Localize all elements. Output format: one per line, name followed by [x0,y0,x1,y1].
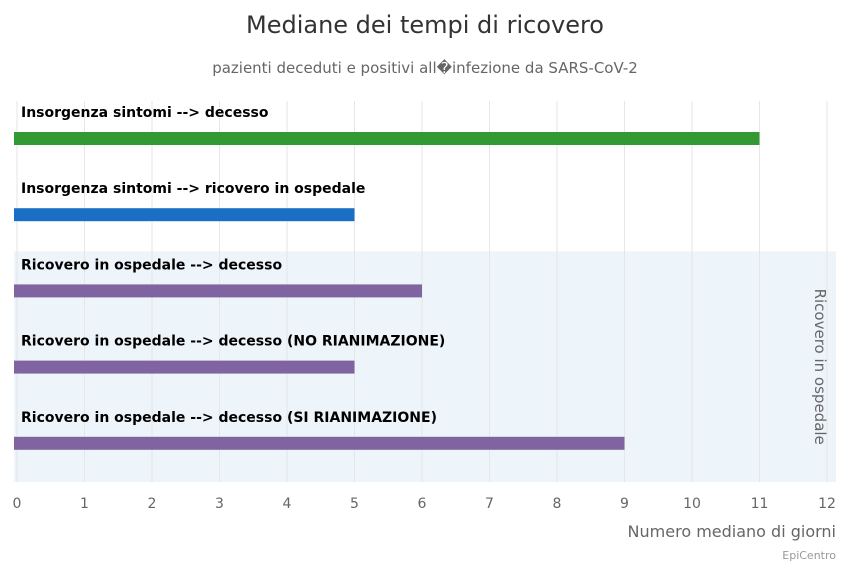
plot-band-label: Ricovero in ospedale [811,289,829,445]
x-tick-label: 1 [80,496,89,512]
tick-label-layer: 0 1 2 3 4 5 6 7 8 9 10 11 12 [13,496,836,512]
bar-2[interactable] [14,208,355,222]
category-label-3: Ricovero in ospedale --> decesso [21,257,282,273]
category-label-1: Insorgenza sintomi --> decesso [21,105,269,121]
x-tick-label: 7 [485,496,494,512]
x-tick-label: 0 [13,496,22,512]
x-tick-label: 2 [148,496,157,512]
credits-label[interactable]: EpiCentro [782,549,836,562]
x-axis-title: Numero mediano di giorni [628,522,836,541]
x-tick-label: 12 [818,496,836,512]
category-label-4: Ricovero in ospedale --> decesso (NO RIA… [21,334,445,350]
x-tick-label: 6 [418,496,427,512]
x-tick-label: 11 [751,496,769,512]
x-tick-label: 4 [283,496,292,512]
x-tick-label: 9 [620,496,629,512]
bar-3[interactable] [14,284,422,298]
bar-5[interactable] [14,436,625,450]
category-label-5: Ricovero in ospedale --> decesso (SI RIA… [21,410,437,426]
chart-title: Mediane dei tempi di ricovero [246,11,604,39]
category-label-2: Insorgenza sintomi --> ricovero in osped… [21,181,365,197]
category-label-layer: Insorgenza sintomi --> decesso Insorgenza… [21,105,445,426]
x-tick-label: 3 [215,496,224,512]
x-tick-label: 8 [553,496,562,512]
bar-layer [14,132,760,450]
bar-1[interactable] [14,132,760,145]
chart-subtitle: pazienti deceduti e positivi all�infezio… [212,59,638,77]
x-tick-label: 5 [350,496,359,512]
bar-4[interactable] [14,360,355,374]
x-tick-label: 10 [683,496,701,512]
